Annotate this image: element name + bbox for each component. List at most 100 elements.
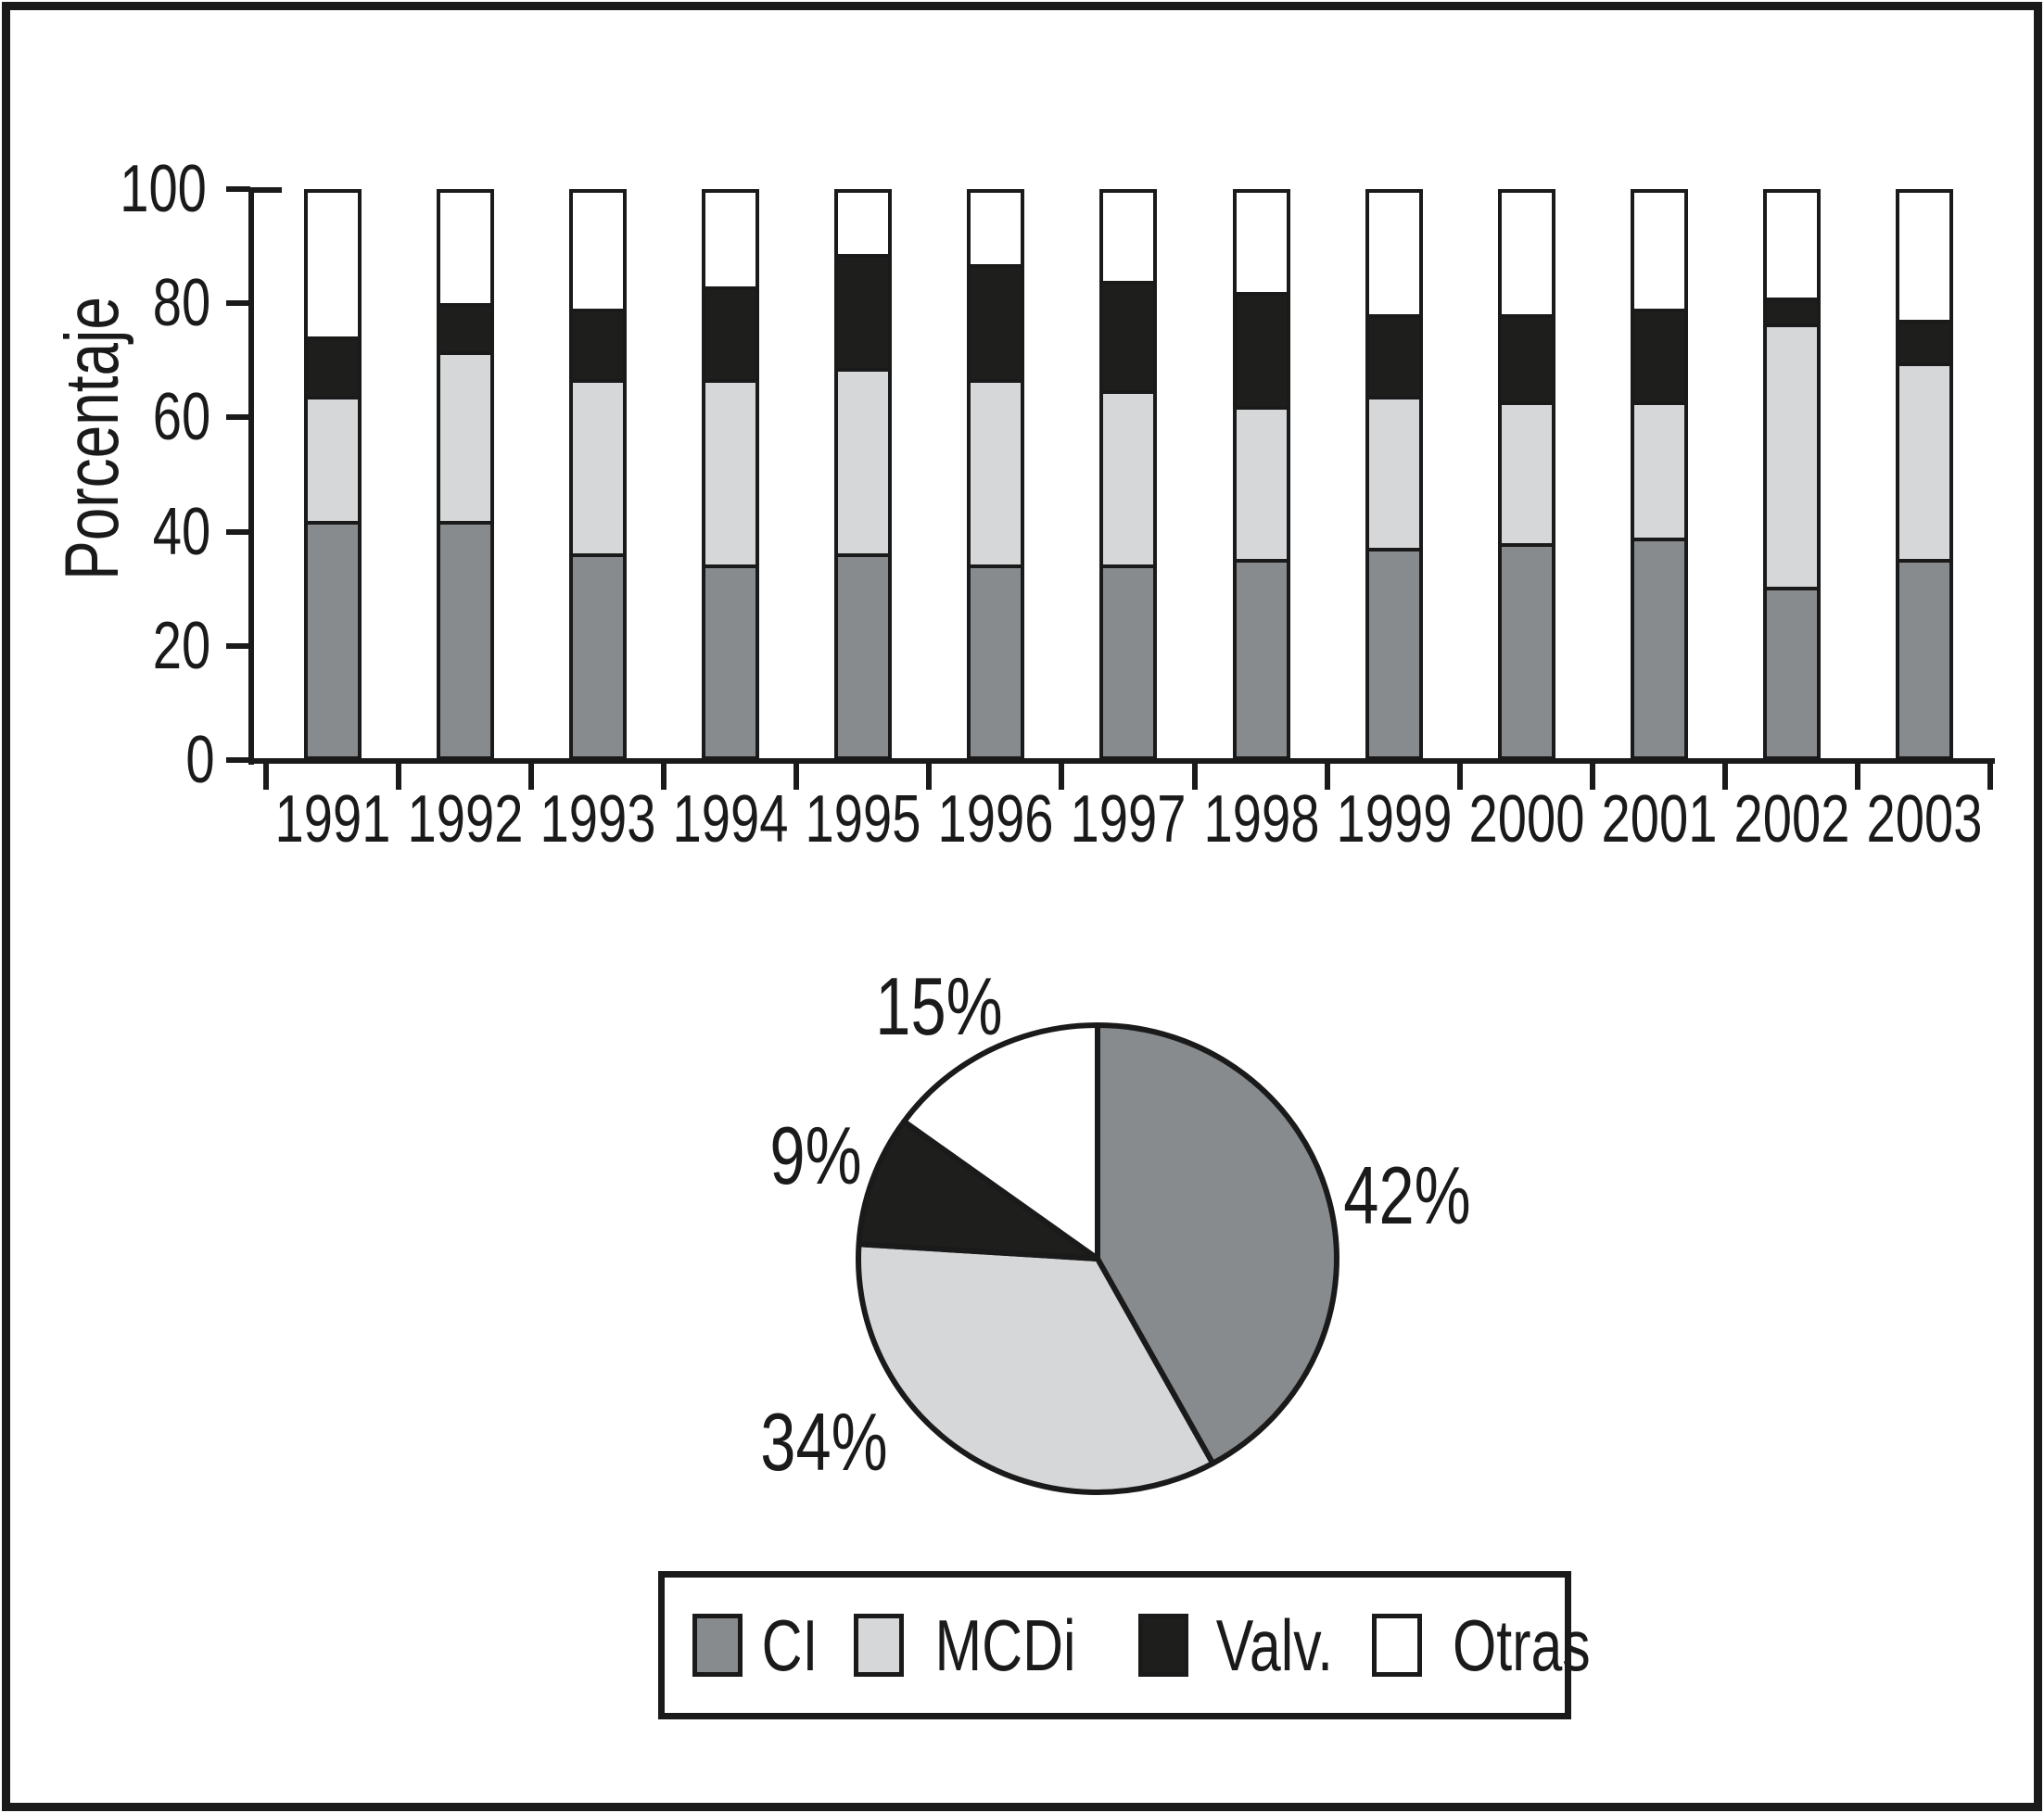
x-category-label-1996: 1996 [937,782,1054,856]
legend-swatch-ci [692,1614,743,1677]
x-tick-10 [1589,762,1595,790]
bar-segment-mcdi-1991 [308,399,358,525]
bar-segment-valv-1999 [1368,318,1419,399]
pie-label-otras: 15% [875,960,1003,1052]
legend-box: CI MCDi Valv. Otras [658,1571,1591,1719]
y-tick-40 [226,528,250,535]
bar-segment-valv-2000 [1501,318,1552,405]
stacked-bar-2002 [1762,189,1821,760]
y-tick-0 [226,757,250,763]
bar-segment-otras-1998 [1236,193,1287,297]
bar-segment-mcdi-2001 [1633,404,1684,541]
bar-segment-ci-2003 [1898,563,1949,756]
legend-label-mcdi: MCDi [934,1604,1076,1686]
legend-label-valv: Valv. [1215,1604,1333,1686]
bar-segment-valv-2001 [1633,312,1684,405]
pie-label-valv: 9% [769,1109,862,1201]
bar-segment-valv-1991 [308,339,358,399]
legend-item-ci: CI [692,1607,826,1683]
x-tick-1 [396,762,402,790]
stacked-bar-1994 [702,189,760,760]
bar-segment-otras-2000 [1501,193,1552,319]
x-category-label-1994: 1994 [672,782,789,856]
x-tick-13 [1987,762,1994,790]
x-category-label-2003: 2003 [1866,782,1983,856]
bar-segment-otras-1996 [971,193,1022,269]
x-category-label-2002: 2002 [1733,782,1850,856]
x-category-label-1992: 1992 [407,782,524,856]
x-tick-2 [528,762,535,790]
x-category-label-1999: 1999 [1336,782,1453,856]
bar-segment-ci-1995 [838,557,889,757]
y-tick-label-40: 40 [152,494,211,569]
bar-segment-ci-1991 [308,524,358,756]
legend-item-mcdi: MCDi [854,1607,1096,1683]
bar-segment-ci-1996 [971,568,1022,757]
bar-segment-otras-2001 [1633,193,1684,313]
bar-segment-valv-1994 [705,290,756,383]
x-axis-line [248,758,1995,764]
legend-item-valv: Valv. [1137,1604,1350,1686]
y-tick-label-100: 100 [120,152,207,226]
bar-segment-valv-1995 [838,257,889,372]
bar-segment-ci-1998 [1236,563,1287,756]
y-tick-80 [226,300,250,307]
bar-segment-mcdi-1994 [705,382,756,569]
x-tick-0 [263,762,269,790]
stacked-bar-1998 [1232,189,1290,760]
bar-segment-valv-2002 [1766,301,1817,328]
x-category-label-1997: 1997 [1071,782,1187,856]
bar-segment-ci-1993 [573,557,624,756]
pie-slice-ci [1095,1022,1339,1466]
y-tick-label-60: 60 [152,380,211,455]
x-category-label-1991: 1991 [274,782,391,856]
x-tick-7 [1191,762,1198,790]
y-tick-100 [226,186,250,192]
stacked-bar-2003 [1895,189,1953,760]
y-tick-label-20: 20 [152,608,211,683]
bar-segment-otras-1994 [705,193,756,291]
bar-segment-ci-1997 [1103,568,1154,756]
legend-swatch-valv [1137,1614,1188,1677]
x-tick-11 [1721,762,1728,790]
pie-slice-mcdi [856,1241,1216,1495]
bar-segment-valv-1998 [1236,296,1287,411]
x-tick-4 [793,762,800,790]
stacked-bar-1997 [1099,189,1158,760]
y-tick-label-80: 80 [152,266,211,341]
x-category-label-1995: 1995 [805,782,921,856]
stacked-bar-1999 [1365,189,1423,760]
bar-segment-valv-2003 [1898,323,1949,366]
y-axis-top-tick [254,187,282,193]
bar-segment-mcdi-2002 [1766,327,1817,591]
bar-segment-otras-1991 [308,193,358,340]
bar-segment-ci-1999 [1368,552,1419,756]
bar-segment-mcdi-1999 [1368,399,1419,552]
bar-segment-valv-1992 [440,307,491,355]
bar-segment-valv-1997 [1103,285,1154,394]
stacked-bar-1993 [569,189,628,760]
x-tick-5 [926,762,933,790]
pie-slice-valv [856,1118,1100,1261]
y-tick-20 [226,642,250,649]
bar-segment-ci-1992 [440,524,491,756]
legend-label-ci: CI [761,1604,819,1686]
bar-segment-mcdi-1998 [1236,410,1287,564]
x-category-label-1993: 1993 [540,782,656,856]
bar-segment-mcdi-1996 [971,382,1022,569]
bar-segment-ci-2000 [1501,546,1552,757]
bar-segment-mcdi-1995 [838,371,889,558]
bar-segment-otras-2003 [1898,193,1949,324]
bar-segment-mcdi-1992 [440,354,491,525]
bar-segment-mcdi-2003 [1898,365,1949,564]
stacked-bar-1996 [967,189,1025,760]
x-category-label-2001: 2001 [1601,782,1718,856]
legend-swatch-mcdi [854,1614,904,1677]
bar-segment-valv-1993 [573,312,624,383]
stacked-bar-2000 [1497,189,1555,760]
pie-label-mcdi: 34% [760,1396,888,1488]
bar-segment-valv-1996 [971,268,1022,383]
x-tick-3 [661,762,667,790]
bar-segment-mcdi-1993 [573,382,624,558]
